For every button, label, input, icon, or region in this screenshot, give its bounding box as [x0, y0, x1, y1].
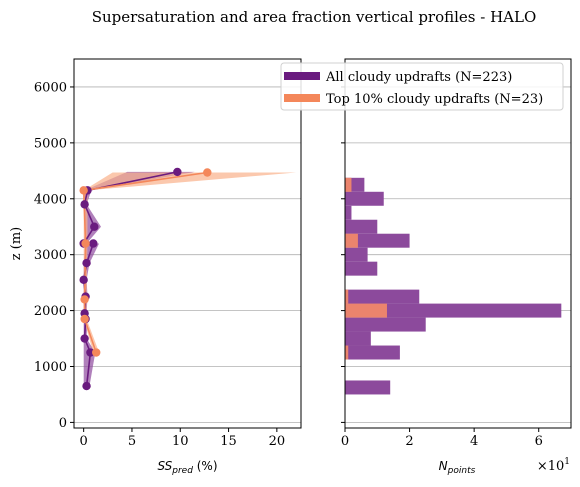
offset-exponent: 1	[564, 457, 570, 467]
right-bar-s0-10	[345, 205, 352, 220]
left-x-axis-label-unit: (%)	[193, 459, 218, 473]
right-bar-s0-0	[345, 380, 391, 395]
left-y-tick-label-2: 2000	[34, 304, 67, 319]
left-x-tick-label-2: 10	[172, 434, 189, 449]
right-bar-s1-2	[345, 289, 349, 304]
legend-swatch-all	[284, 72, 320, 80]
left-x-axis-label-sub: pred	[171, 466, 193, 476]
left-point-s0-11	[80, 200, 89, 209]
right-x-axis-label-sub: points	[447, 466, 476, 476]
left-point-s0-0	[82, 381, 91, 391]
legend-label-all: All cloudy updrafts (N=223)	[325, 70, 512, 85]
right-x-axis-label: Npoints	[439, 459, 476, 476]
legend-label-top: Top 10% cloudy updrafts (N=23)	[326, 92, 543, 107]
left-x-tick-label-1: 5	[128, 434, 136, 449]
left-point-s1-0	[92, 348, 101, 357]
left-point-s0-13	[173, 167, 182, 177]
right-bar-s1-3	[345, 233, 358, 248]
right-bar-s0-6	[345, 261, 378, 276]
right-y-ticks	[341, 86, 345, 423]
right-x-tick-label-0: 0	[341, 434, 349, 449]
right-bar-s0-3	[345, 317, 426, 332]
right-bar-s0-2	[345, 331, 371, 346]
right-bar-s0-5	[345, 289, 420, 304]
right-axes-frame	[344, 58, 572, 429]
right-bar-s0-4	[345, 303, 562, 318]
right-bar-s0-7	[345, 247, 368, 262]
left-point-s1-3	[81, 239, 90, 248]
left-point-s1-2	[80, 295, 89, 304]
left-point-s0-2	[80, 334, 89, 343]
right-panel: 0 2 4 6 Npoints ×101	[341, 58, 572, 476]
left-point-s0-6	[79, 275, 88, 285]
legend: All cloudy updrafts (N=223) Top 10% clou…	[280, 62, 564, 111]
left-x-ticks: 0 5 10 15 20	[80, 428, 286, 449]
left-y-tick-label-6: 6000	[34, 80, 67, 95]
left-line-series-1	[82, 171, 208, 353]
left-panel: 0 5 10 15 20 0 1000 2000 3000 4000 5000 6000 SSpre…	[9, 58, 302, 476]
left-y-tick-label-3: 3000	[34, 248, 67, 263]
left-x-tick-label-3: 15	[220, 434, 237, 449]
left-x-axis-label: SSpred (%)	[157, 459, 217, 476]
left-point-s0-8	[89, 239, 98, 248]
right-x-tick-label-1: 2	[405, 434, 413, 449]
right-axis-offset-text: ×101	[537, 457, 570, 474]
left-lines	[82, 171, 208, 387]
left-y-tick-label-5: 5000	[34, 136, 67, 151]
right-x-tick-label-3: 6	[535, 434, 543, 449]
left-point-s1-4	[79, 186, 88, 195]
left-points	[79, 167, 212, 391]
chart-title: Supersaturation and area fraction vertic…	[92, 8, 537, 26]
offset-base: ×10	[537, 459, 564, 474]
right-bars	[345, 177, 562, 395]
left-point-s0-1	[86, 348, 95, 357]
left-band-series-1	[83, 172, 297, 353]
left-y-axis-label: z (m)	[9, 227, 24, 260]
left-point-s1-5	[203, 168, 212, 177]
left-x-axis-label-main: SS	[157, 459, 172, 473]
left-point-s1-1	[80, 314, 89, 324]
right-bar-s0-9	[345, 219, 378, 234]
left-x-tick-label-4: 20	[269, 434, 286, 449]
right-x-ticks: 0 2 4 6	[341, 428, 543, 449]
left-point-s0-7	[82, 258, 91, 268]
right-bar-s0-1	[345, 345, 400, 360]
left-y-ticks: 0 1000 2000 3000 4000 5000 6000	[34, 80, 74, 431]
right-bar-s1-0	[345, 345, 349, 360]
left-x-tick-label-0: 0	[80, 434, 88, 449]
left-y-tick-label-0: 0	[59, 416, 67, 431]
left-axes-frame	[73, 58, 302, 429]
legend-box	[280, 62, 564, 111]
right-x-tick-label-2: 4	[470, 434, 478, 449]
right-bar-s1-4	[345, 177, 352, 192]
right-gridlines	[345, 86, 571, 423]
left-band-series-0	[83, 171, 195, 387]
right-bar-s0-8	[345, 233, 410, 248]
right-bar-s1-1	[345, 303, 387, 318]
right-bar-s0-11	[345, 191, 384, 206]
right-x-axis-label-main: N	[439, 459, 448, 473]
left-y-tick-label-4: 4000	[34, 192, 67, 207]
legend-swatch-top	[284, 94, 320, 102]
left-gridlines	[74, 86, 301, 423]
left-bands	[83, 171, 297, 387]
left-point-s0-10	[90, 222, 99, 231]
left-y-tick-label-1: 1000	[34, 360, 67, 375]
